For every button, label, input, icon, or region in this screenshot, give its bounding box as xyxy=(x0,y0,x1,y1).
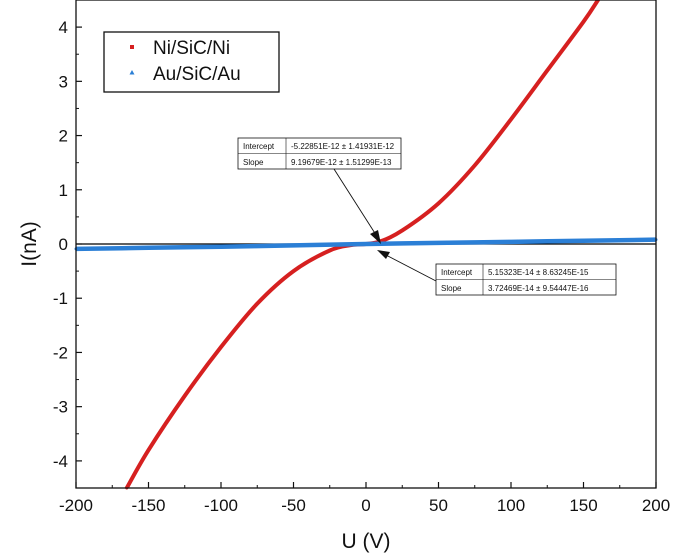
x-tick-label: 200 xyxy=(642,496,670,515)
y-tick-label: 0 xyxy=(59,235,68,254)
data-point-s1-6 xyxy=(509,240,513,244)
fit-table-ni-arrowhead xyxy=(370,230,381,244)
x-tick-label: 150 xyxy=(569,496,597,515)
legend-marker-ni xyxy=(130,45,134,49)
data-point-s0-1 xyxy=(147,448,150,452)
data-point-s0-6 xyxy=(328,249,332,253)
x-tick-label: -150 xyxy=(131,496,165,515)
x-tick-label: 0 xyxy=(361,496,370,515)
y-tick-label: 2 xyxy=(59,127,68,146)
x-tick-label: 100 xyxy=(497,496,525,515)
data-point-s1-1 xyxy=(147,246,150,250)
data-point-s0-13 xyxy=(509,117,513,121)
y-tick-label: -4 xyxy=(53,452,68,471)
data-point-s0-5 xyxy=(292,269,295,273)
data-point-s0-3 xyxy=(219,345,223,349)
fit-table-au-arrow xyxy=(383,253,437,282)
fit-table-au-value-0: 5.15323E-14 ± 8.63245E-15 xyxy=(488,268,589,277)
x-tick-label: -200 xyxy=(59,496,93,515)
x-tick-label: 50 xyxy=(429,496,448,515)
fit-table-au-label-0: Intercept xyxy=(441,268,473,277)
fit-table-au-label-1: Slope xyxy=(441,284,462,293)
data-point-s0-2 xyxy=(183,394,187,398)
y-axis: -4 -3 -2 -1 0 1 2 3 4 xyxy=(53,0,82,489)
data-point-s1-3 xyxy=(292,243,295,247)
data-point-s0-11 xyxy=(437,201,440,205)
data-point-s1-7 xyxy=(582,239,585,243)
fit-table-ni: Intercept -5.22851E-12 ± 1.41931E-12 Slo… xyxy=(237,137,402,244)
y-tick-label: 4 xyxy=(59,18,68,37)
data-point-s0-4 xyxy=(255,302,259,306)
fit-table-ni-label-0: Intercept xyxy=(243,142,275,151)
y-tick-label: -1 xyxy=(53,289,68,308)
y-tick-label: 3 xyxy=(59,72,68,91)
data-point-s1-5 xyxy=(437,241,440,245)
x-axis: -200 -150 -100 -50 0 50 100 150 200 xyxy=(59,482,670,515)
y-tick-label: 1 xyxy=(59,181,68,200)
data-point-s0-12 xyxy=(473,163,477,167)
data-point-s0-14 xyxy=(545,68,549,72)
fit-table-au-value-1: 3.72469E-14 ± 9.54447E-16 xyxy=(488,284,589,293)
x-tick-label: -50 xyxy=(281,496,306,515)
y-axis-title: I(nA) xyxy=(18,221,41,267)
data-point-s1-4 xyxy=(364,242,368,246)
series-layer xyxy=(74,0,658,490)
legend-label-ni: Ni/SiC/Ni xyxy=(153,38,230,59)
legend-box xyxy=(103,31,280,93)
x-tick-label: -100 xyxy=(204,496,238,515)
fit-table-au-arrowhead xyxy=(377,250,390,259)
y-tick-label: -3 xyxy=(53,398,68,417)
fit-table-ni-arrow xyxy=(333,168,379,239)
legend-marker-au xyxy=(129,70,135,75)
data-point-s0-15 xyxy=(582,20,585,24)
data-point-s0-10 xyxy=(400,228,404,232)
legend-label-au: Au/SiC/Au xyxy=(153,64,241,85)
legend: Ni/SiC/Ni Au/SiC/Au xyxy=(103,31,280,93)
x-axis-title: U (V) xyxy=(342,530,391,553)
fit-table-ni-value-1: 9.19679E-12 ± 1.51299E-13 xyxy=(291,158,392,167)
fit-table-ni-label-1: Slope xyxy=(243,158,264,167)
fit-table-au: Intercept 5.15323E-14 ± 8.63245E-15 Slop… xyxy=(377,250,617,296)
data-point-s1-2 xyxy=(219,245,223,249)
y-tick-label: -2 xyxy=(53,343,68,362)
fit-table-ni-value-0: -5.22851E-12 ± 1.41931E-12 xyxy=(291,142,395,151)
